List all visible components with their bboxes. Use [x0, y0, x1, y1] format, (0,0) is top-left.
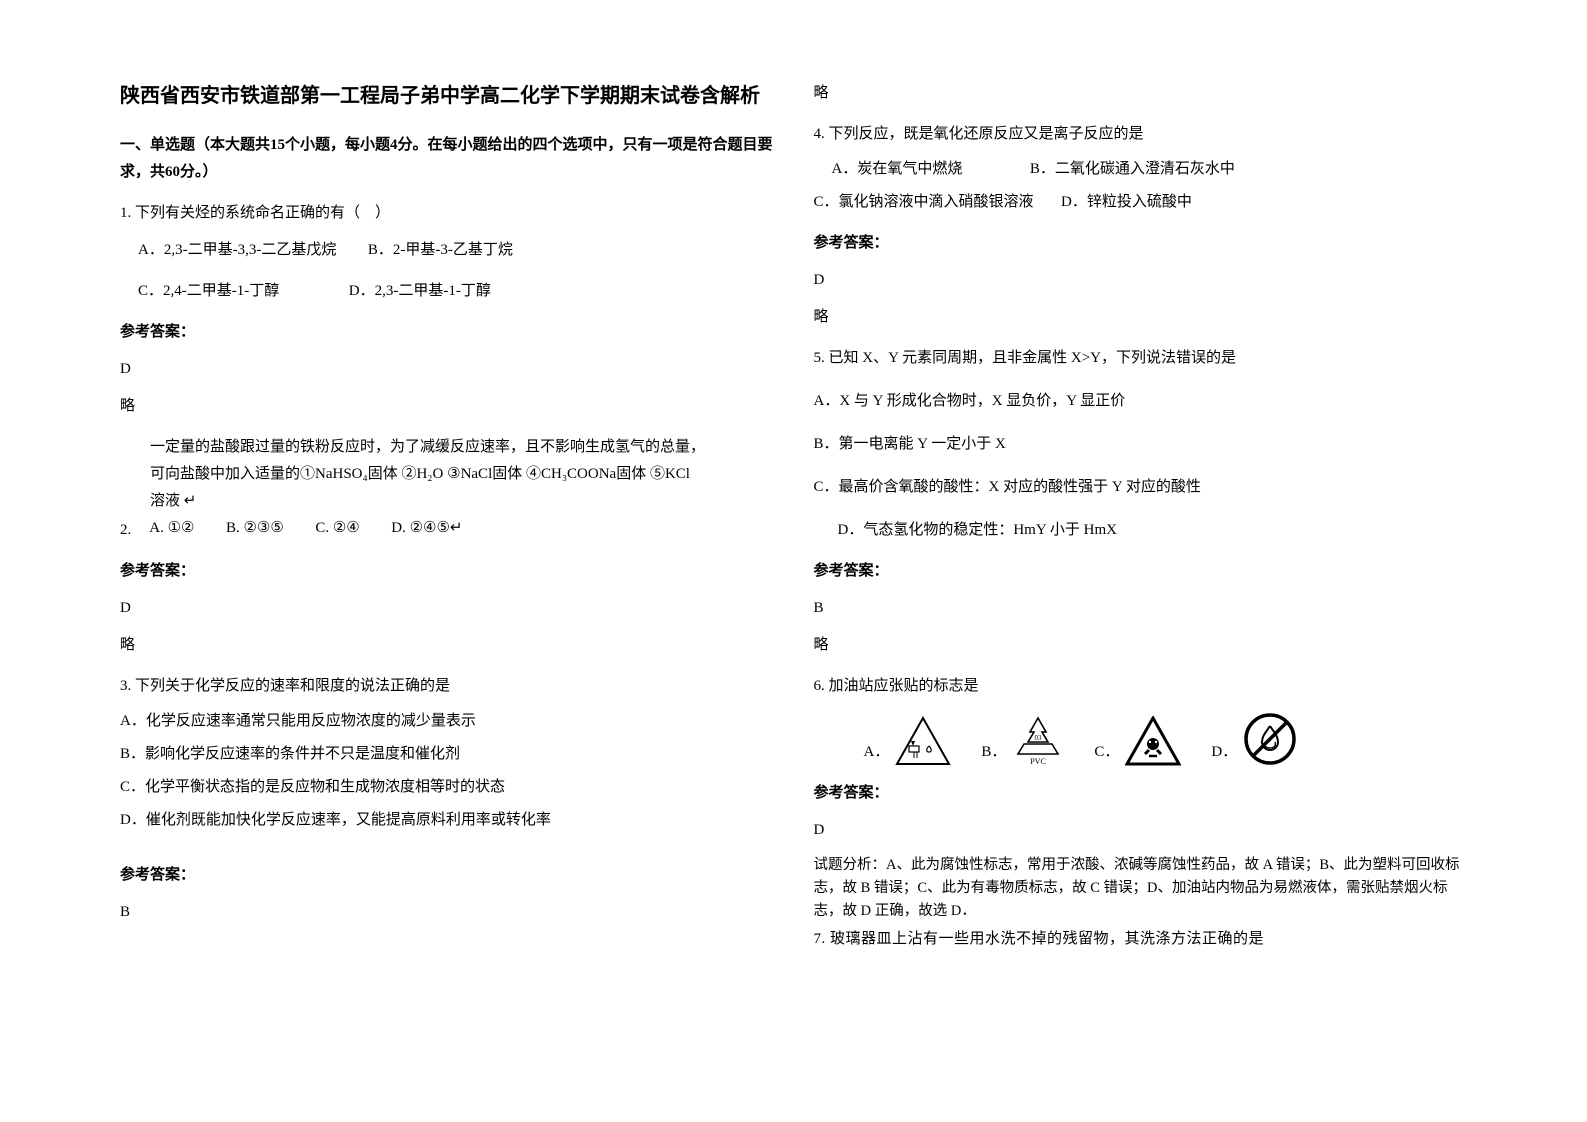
- q2-option-b: B. ②③⑤: [226, 520, 284, 536]
- q2-number: 2.: [120, 515, 131, 544]
- q2-line1: 一定量的盐酸跟过量的铁粉反应时，为了减缓反应速率，且不影响生成氢气的总量，: [150, 434, 774, 461]
- q4-brief: 略: [814, 304, 1468, 331]
- q5-brief: 略: [814, 632, 1468, 659]
- q4-answer: D: [814, 267, 1468, 294]
- q3-option-a: A．化学反应速率通常只能用反应物浓度的减少量表示: [120, 708, 774, 735]
- q3-stem: 3. 下列关于化学反应的速率和限度的说法正确的是: [120, 673, 774, 700]
- q6-analysis: 试题分析：A、此为腐蚀性标志，常用于浓酸、浓碱等腐蚀性药品，故 A 错误；B、此…: [814, 854, 1468, 924]
- q1-option-row-1: A．2,3-二甲基-3,3-二乙基戊烷 B．2-甲基-3-乙基丁烷: [138, 237, 774, 264]
- q6-option-b: B． 03 PVC: [981, 714, 1064, 766]
- q4-answer-label: 参考答案：: [814, 230, 1468, 257]
- q2-option-d: D. ②④⑤↵: [391, 520, 462, 536]
- q2-brief: 略: [120, 632, 774, 659]
- q3-brief: 略: [814, 80, 1468, 107]
- q6-options: A． B． 03 PVC: [864, 712, 1468, 766]
- q2-option-c: C. ②④: [315, 520, 359, 536]
- q1-option-b: B．2-甲基-3-乙基丁烷: [368, 242, 513, 258]
- q6-label-b: B．: [981, 739, 1006, 766]
- q1-option-a: A．2,3-二甲基-3,3-二乙基戊烷: [138, 242, 336, 258]
- q2-block: 一定量的盐酸跟过量的铁粉反应时，为了减缓反应速率，且不影响生成氢气的总量， 可向…: [150, 434, 774, 515]
- q1-answer-label: 参考答案：: [120, 319, 774, 346]
- q6-label-c: C．: [1094, 739, 1119, 766]
- q3-answer: B: [120, 899, 774, 926]
- q5-option-a: A．X 与 Y 形成化合物时，X 显负价，Y 显正价: [814, 388, 1468, 415]
- q4-stem: 4. 下列反应，既是氧化还原反应又是离子反应的是: [814, 121, 1468, 148]
- q4-option-d: D．锌粒投入硫酸中: [1061, 194, 1192, 210]
- q1-option-c: C．2,4-二甲基-1-丁醇: [138, 283, 279, 299]
- q5-option-b: B．第一电离能 Y 一定小于 X: [814, 431, 1468, 458]
- q6-stem: 6. 加油站应张贴的标志是: [814, 673, 1468, 700]
- q6-label-d: D．: [1211, 739, 1237, 766]
- no-fire-circle-icon: [1243, 712, 1297, 766]
- q2-line3: 溶液 ↵: [150, 488, 774, 515]
- q1-answer: D: [120, 356, 774, 383]
- q6-answer: D: [814, 817, 1468, 844]
- q5-answer-label: 参考答案：: [814, 558, 1468, 585]
- q1-option-d: D．2,3-二甲基-1-丁醇: [349, 283, 491, 299]
- q1-option-row-2: C．2,4-二甲基-1-丁醇 D．2,3-二甲基-1-丁醇: [138, 278, 774, 305]
- q6-option-c: C．: [1094, 716, 1181, 766]
- q7-stem: 7. 玻璃器皿上沾有一些用水洗不掉的残留物，其洗涤方法正确的是: [814, 926, 1468, 953]
- q6-option-d: D．: [1211, 712, 1297, 766]
- q4-option-a: A．炭在氧气中燃烧: [832, 161, 963, 177]
- q5-answer: B: [814, 595, 1468, 622]
- q6-answer-label: 参考答案：: [814, 780, 1468, 807]
- document-title: 陕西省西安市铁道部第一工程局子弟中学高二化学下学期期末试卷含解析: [120, 80, 774, 112]
- q4-option-c: C．氯化钠溶液中滴入硝酸银溶液: [814, 194, 1034, 210]
- q2-line2: 可向盐酸中加入适量的①NaHSO₄固体 ②H₂O ③NaCl固体 ④CH₃COO…: [150, 461, 774, 488]
- recycle-triangle-icon: 03 PVC: [1012, 714, 1064, 766]
- q4-options-row2: C．氯化钠溶液中滴入硝酸银溶液 D．锌粒投入硫酸中: [814, 189, 1468, 216]
- toxic-triangle-icon: [1125, 716, 1181, 766]
- q2-num-row: 2. A. ①② B. ②③⑤ C. ②④ D. ②④⑤↵: [120, 515, 774, 544]
- q3-option-b: B．影响化学反应速率的条件并不只是温度和催化剂: [120, 741, 774, 768]
- q3-option-c: C．化学平衡状态指的是反应物和生成物浓度相等时的状态: [120, 774, 774, 801]
- q3-option-d: D．催化剂既能加快化学反应速率，又能提高原料利用率或转化率: [120, 807, 774, 834]
- corrosive-triangle-icon: [895, 716, 951, 766]
- q6-label-a: A．: [864, 739, 890, 766]
- q2-options: A. ①② B. ②③⑤ C. ②④ D. ②④⑤↵: [149, 515, 462, 542]
- q2-option-a: A. ①②: [149, 520, 194, 536]
- q6-option-a: A．: [864, 716, 952, 766]
- left-column: 陕西省西安市铁道部第一工程局子弟中学高二化学下学期期末试卷含解析 一、单选题（本…: [100, 80, 794, 1042]
- q1-options: A．2,3-二甲基-3,3-二乙基戊烷 B．2-甲基-3-乙基丁烷 C．2,4-…: [138, 237, 774, 305]
- right-column: 略 4. 下列反应，既是氧化还原反应又是离子反应的是 A．炭在氧气中燃烧 B．二…: [794, 80, 1488, 1042]
- q4-options-row1: A．炭在氧气中燃烧 B．二氧化碳通入澄清石灰水中: [832, 156, 1468, 183]
- q5-option-d: D．气态氢化物的稳定性：HmY 小于 HmX: [838, 517, 1468, 544]
- q5-stem: 5. 已知 X、Y 元素同周期，且非金属性 X>Y，下列说法错误的是: [814, 345, 1468, 372]
- q2-answer-label: 参考答案：: [120, 558, 774, 585]
- q3-answer-label: 参考答案：: [120, 862, 774, 889]
- svg-text:PVC: PVC: [1031, 757, 1047, 766]
- q1-stem: 1. 下列有关烃的系统命名正确的有（ ）: [120, 200, 774, 227]
- section-heading: 一、单选题（本大题共15个小题，每小题4分。在每小题给出的四个选项中，只有一项是…: [120, 132, 774, 186]
- q4-option-b: B．二氧化碳通入澄清石灰水中: [1030, 161, 1235, 177]
- svg-text:03: 03: [1035, 734, 1043, 742]
- q5-option-c: C．最高价含氧酸的酸性：X 对应的酸性强于 Y 对应的酸性: [814, 474, 1468, 501]
- q2-answer: D: [120, 595, 774, 622]
- q1-brief: 略: [120, 393, 774, 420]
